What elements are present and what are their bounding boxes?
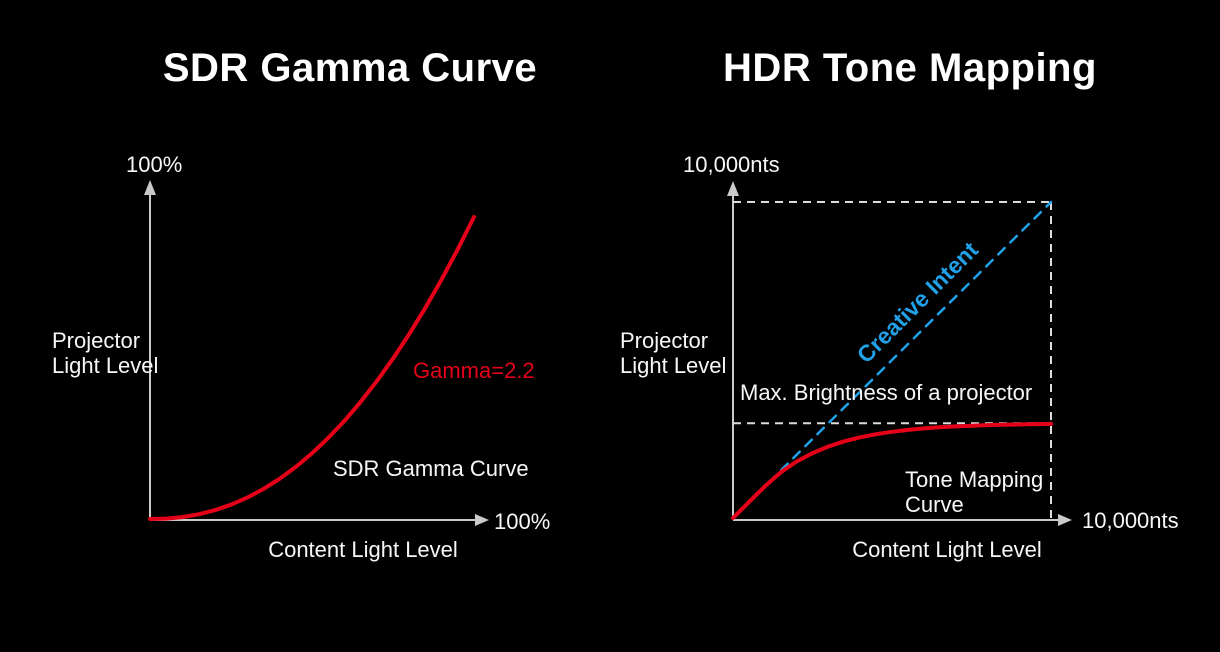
sdr-x-max-label: 100%	[494, 509, 550, 534]
sdr-y-axis-title-line2: Light Level	[52, 353, 158, 378]
tone-mapping-label-line2: Curve	[905, 492, 964, 517]
hdr-y-axis-title-line2: Light Level	[620, 353, 726, 378]
sdr-x-axis-arrow-icon	[475, 514, 489, 526]
sdr-gamma-curve-curve	[148, 215, 476, 521]
hdr-x-axis-title: Content Light Level	[852, 537, 1042, 562]
sdr-y-axis-title-line1: Projector	[52, 328, 140, 353]
sdr-curve-label: SDR Gamma Curve	[333, 456, 529, 481]
sdr-gamma-chart: 100% Projector Light Level Gamma=2.2 SDR…	[52, 152, 550, 562]
tone-mapping-curve-curve	[731, 421, 1053, 520]
hdr-guides-group	[733, 201, 1052, 518]
sdr-x-axis-title: Content Light Level	[268, 537, 458, 562]
creative-intent-label: Creative Intent	[852, 236, 984, 368]
hdr-chart-title: HDR Tone Mapping	[723, 46, 1097, 90]
hdr-x-max-label: 10,000nts	[1082, 508, 1179, 533]
sdr-y-axis-arrow-icon	[144, 180, 156, 195]
hdr-tone-mapping-chart: 10,000nts Projector Light Level Creative…	[620, 152, 1179, 562]
hdr-x-axis-arrow-icon	[1058, 514, 1072, 526]
gamma-value-annotation: Gamma=2.2	[413, 358, 535, 383]
creative-intent-curve	[731, 200, 1053, 520]
hdr-y-axis-arrow-icon	[727, 181, 739, 196]
sdr-y-max-label: 100%	[126, 152, 182, 177]
hdr-series-group	[731, 200, 1053, 520]
tone-mapping-label-line1: Tone Mapping	[905, 467, 1043, 492]
hdr-y-max-label: 10,000nts	[683, 152, 780, 177]
hdr-y-axis-title-line1: Projector	[620, 328, 708, 353]
sdr-chart-title: SDR Gamma Curve	[162, 46, 538, 90]
max-brightness-label: Max. Brightness of a projector	[740, 380, 1032, 405]
sdr-series-group	[148, 215, 476, 521]
